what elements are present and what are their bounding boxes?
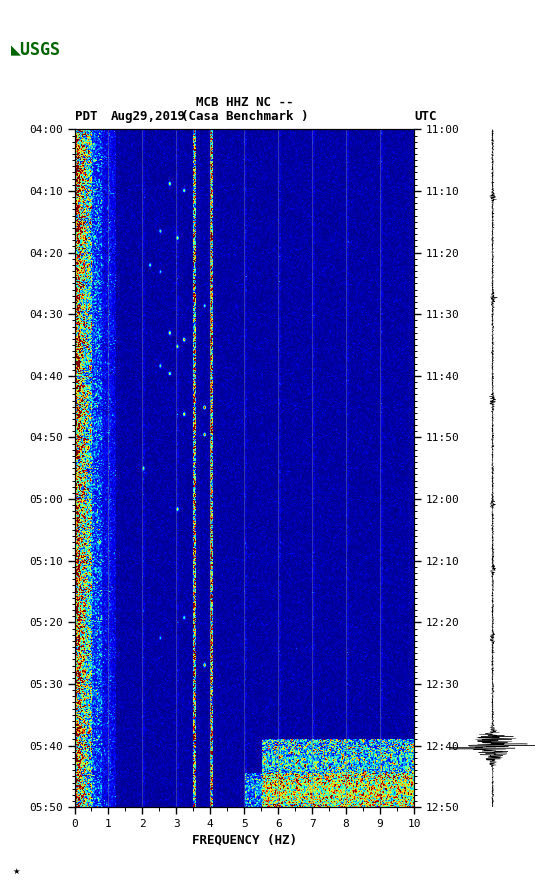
X-axis label: FREQUENCY (HZ): FREQUENCY (HZ) <box>192 833 297 847</box>
Text: Aug29,2019: Aug29,2019 <box>110 110 185 123</box>
Text: (Casa Benchmark ): (Casa Benchmark ) <box>181 110 308 123</box>
Text: PDT: PDT <box>75 110 97 123</box>
Text: ★: ★ <box>12 867 20 876</box>
Text: ◣USGS: ◣USGS <box>11 40 61 58</box>
Text: MCB HHZ NC --: MCB HHZ NC -- <box>195 95 293 109</box>
Text: UTC: UTC <box>414 110 437 123</box>
